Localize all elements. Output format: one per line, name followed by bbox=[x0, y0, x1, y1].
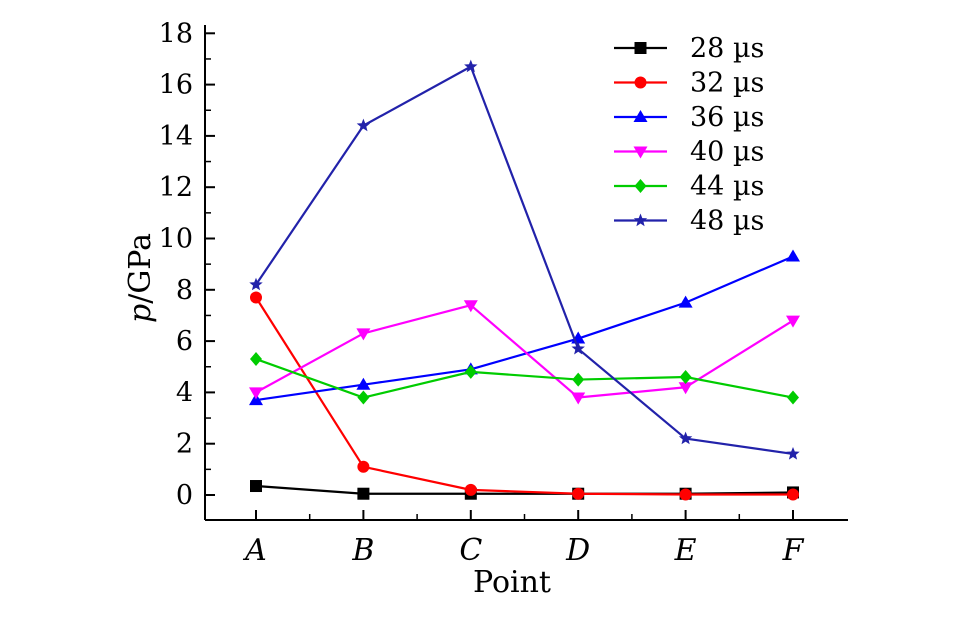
data-point bbox=[463, 300, 478, 313]
y-tick-label: 0 bbox=[176, 480, 193, 511]
data-point bbox=[356, 377, 371, 390]
series-line bbox=[255, 358, 794, 399]
legend-item: 32 µs bbox=[614, 68, 764, 99]
x-tick-label: C bbox=[459, 533, 482, 568]
legend-label: 36 µs bbox=[690, 102, 764, 133]
data-point bbox=[250, 480, 262, 493]
data-point bbox=[679, 370, 692, 385]
y-tick-label: 2 bbox=[176, 429, 193, 460]
data-point bbox=[250, 352, 262, 367]
data-point bbox=[357, 487, 370, 500]
y-tick-label: 10 bbox=[159, 224, 193, 255]
series-line bbox=[255, 296, 793, 496]
x-axis-title: Point bbox=[473, 565, 551, 600]
data-point bbox=[464, 483, 477, 496]
data-point bbox=[786, 315, 800, 328]
data-point bbox=[357, 460, 370, 473]
y-axis-title: p/GPa bbox=[123, 233, 158, 323]
legend-marker bbox=[633, 213, 648, 227]
data-point bbox=[787, 390, 799, 405]
data-point bbox=[464, 364, 477, 379]
y-tick-label: 16 bbox=[159, 70, 193, 101]
data-point bbox=[786, 447, 800, 460]
legend-item: 40 µs bbox=[614, 137, 764, 168]
x-ticks: A B C D E F bbox=[242, 510, 805, 568]
legend-marker bbox=[634, 179, 647, 193]
data-point bbox=[357, 390, 370, 405]
legend-marker bbox=[634, 76, 647, 89]
legend-label: 32 µs bbox=[690, 68, 764, 99]
y-axis-variable: p bbox=[123, 304, 158, 323]
y-tick-label: 6 bbox=[176, 326, 193, 357]
data-point bbox=[249, 387, 263, 400]
data-point bbox=[571, 341, 585, 355]
legend-marker bbox=[633, 146, 648, 159]
legend-item: 28 µs bbox=[614, 33, 764, 64]
data-point bbox=[572, 372, 585, 387]
series-0 bbox=[250, 480, 799, 500]
data-point bbox=[786, 249, 800, 262]
legend-item: 36 µs bbox=[614, 102, 764, 133]
legend-label: 44 µs bbox=[690, 171, 764, 202]
data-point bbox=[356, 328, 371, 341]
x-tick-label: B bbox=[351, 533, 374, 568]
series-line bbox=[255, 255, 794, 402]
series-3 bbox=[249, 300, 800, 405]
legend-label: 40 µs bbox=[690, 137, 764, 168]
data-point bbox=[464, 59, 478, 73]
data-point bbox=[679, 488, 692, 501]
legend-label: 48 µs bbox=[690, 206, 764, 237]
data-point bbox=[787, 488, 799, 501]
x-tick-label: D bbox=[565, 533, 590, 568]
series-4 bbox=[250, 352, 799, 405]
series-line bbox=[255, 65, 794, 456]
series-line bbox=[255, 304, 794, 399]
legend-marker bbox=[633, 110, 648, 122]
data-point bbox=[678, 382, 693, 395]
data-point bbox=[572, 487, 585, 500]
legend-item: 48 µs bbox=[614, 206, 764, 237]
series-2 bbox=[249, 249, 800, 406]
x-tick-label: E bbox=[674, 533, 697, 568]
y-axis-unit: /GPa bbox=[123, 233, 158, 304]
x-tick-label: F bbox=[782, 533, 805, 568]
data-point bbox=[356, 118, 371, 132]
series-1 bbox=[250, 291, 799, 501]
legend-marker bbox=[634, 42, 647, 54]
x-tick-label: A bbox=[242, 533, 267, 568]
y-ticks: 0 2 4 6 8 10 12 14 16 18 bbox=[159, 18, 215, 511]
y-tick-label: 18 bbox=[159, 18, 193, 49]
data-point bbox=[678, 431, 693, 445]
y-tick-label: 8 bbox=[176, 275, 193, 306]
y-tick-label: 4 bbox=[176, 377, 193, 408]
series-5 bbox=[249, 59, 800, 460]
series-layer bbox=[249, 59, 800, 501]
data-point bbox=[678, 295, 693, 308]
data-point bbox=[250, 291, 262, 304]
data-point bbox=[571, 392, 586, 405]
legend-item: 44 µs bbox=[614, 171, 764, 202]
legend-label: 28 µs bbox=[690, 33, 764, 64]
axes bbox=[204, 25, 848, 521]
y-tick-label: 12 bbox=[159, 172, 193, 203]
y-tick-label: 14 bbox=[159, 121, 193, 152]
data-point bbox=[249, 277, 263, 291]
